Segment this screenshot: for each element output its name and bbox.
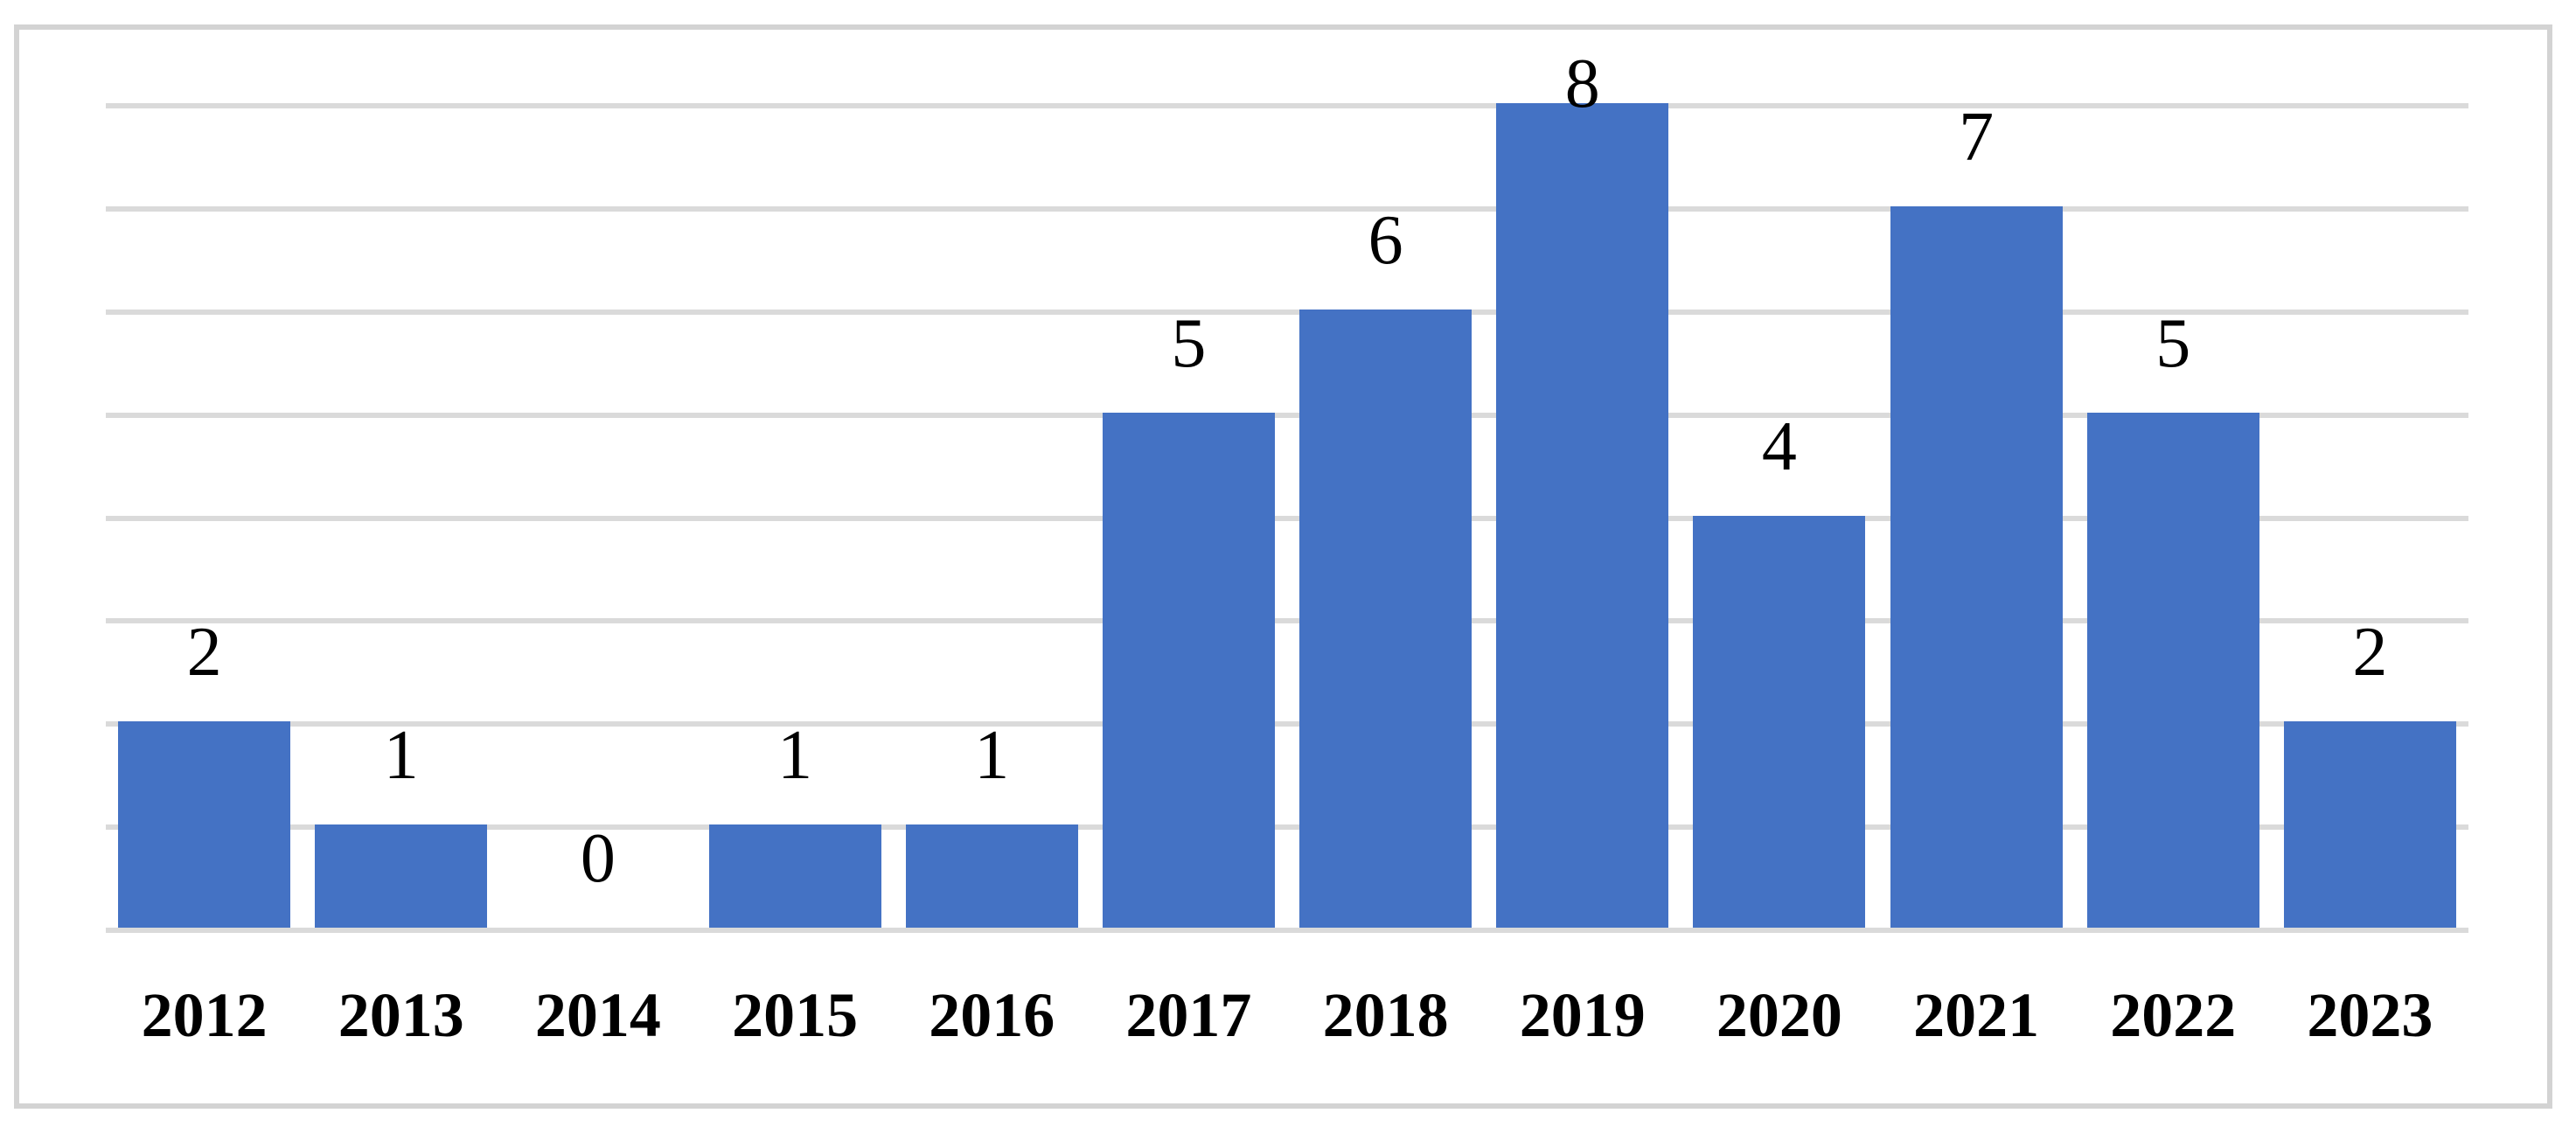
bar-value-label: 1	[777, 717, 813, 795]
bar-2021	[1890, 205, 2063, 928]
bar-2023	[2283, 721, 2456, 928]
x-axis-label: 2020	[1716, 980, 1842, 1050]
bar-2017	[1102, 412, 1275, 928]
bar-value-label: 1	[974, 717, 1010, 795]
bar-2022	[2086, 412, 2259, 928]
bar-value-label: 1	[383, 717, 419, 795]
bar-2020	[1693, 515, 1866, 928]
x-axis-label: 2012	[141, 980, 268, 1050]
bar-value-label: 6	[1368, 201, 1403, 279]
bar-value-label: 2	[186, 614, 222, 692]
bar-2012	[118, 721, 291, 928]
bar-value-label: 0	[580, 820, 616, 897]
x-axis-label: 2013	[338, 980, 464, 1050]
bar-2013	[315, 824, 488, 928]
gridline	[106, 205, 2468, 212]
gridline	[106, 721, 2468, 727]
gridline	[106, 515, 2468, 521]
bar-value-label: 4	[1761, 407, 1797, 485]
x-axis-label: 2022	[2110, 980, 2237, 1050]
x-axis: 2012 2013 2014 2015 2016 2017 2018 2019 2020 2021…	[106, 984, 2468, 1062]
bar-2019	[1496, 103, 1669, 928]
bar-2015	[708, 824, 881, 928]
x-axis-label: 2017	[1125, 980, 1252, 1050]
x-axis-label: 2015	[732, 980, 859, 1050]
gridline	[106, 103, 2468, 108]
x-axis-label: 2021	[1913, 980, 2040, 1050]
bar-value-label: 5	[2155, 304, 2191, 382]
bar-2016	[905, 824, 1078, 928]
bar-2018	[1299, 309, 1472, 928]
x-axis-label: 2018	[1322, 980, 1449, 1050]
x-axis-label: 2016	[929, 980, 1055, 1050]
gridline	[106, 824, 2468, 831]
gridline	[106, 618, 2468, 624]
bar-value-label: 8	[1564, 45, 1600, 122]
x-axis-line	[106, 928, 2468, 933]
gridline	[106, 309, 2468, 315]
x-axis-label: 2019	[1519, 980, 1646, 1050]
bar-value-label: 5	[1171, 304, 1207, 382]
bar-value-label: 2	[2352, 614, 2388, 692]
gridline	[106, 412, 2468, 418]
x-axis-label: 2014	[534, 980, 661, 1050]
x-axis-label: 2023	[2307, 980, 2433, 1050]
bar-value-label: 7	[1959, 98, 1995, 176]
